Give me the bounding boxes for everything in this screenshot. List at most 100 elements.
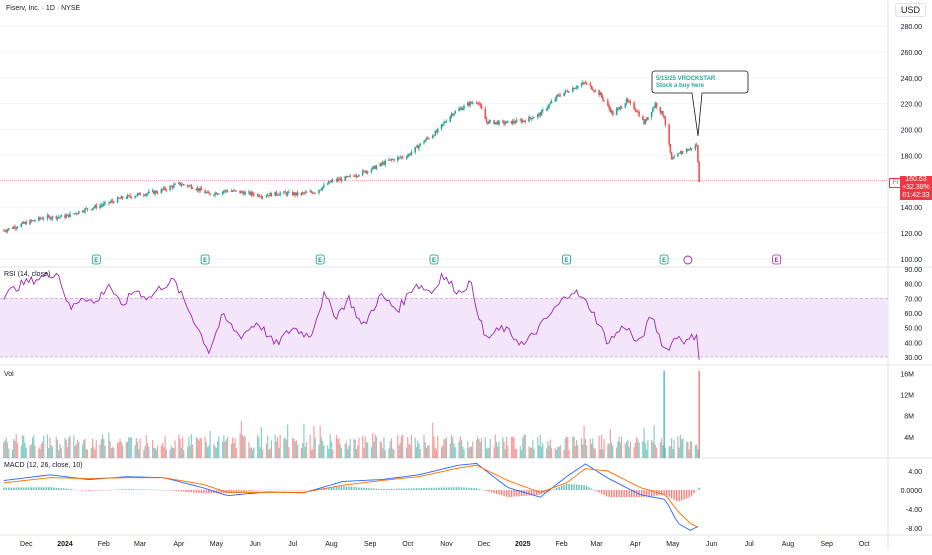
macd-histogram-bar xyxy=(10,487,12,490)
macd-histogram-bar xyxy=(648,490,650,497)
candle xyxy=(533,117,535,119)
macd-histogram-bar xyxy=(15,487,17,490)
volume-bar xyxy=(121,445,124,458)
candle xyxy=(433,135,435,137)
candle xyxy=(663,115,665,118)
macd-histogram-bar xyxy=(623,490,625,498)
volume-bar xyxy=(43,435,45,458)
volume-bar xyxy=(407,437,409,458)
candle xyxy=(318,189,320,193)
volume-bar xyxy=(190,434,192,458)
volume-bar xyxy=(100,439,102,458)
volume-bar xyxy=(66,447,69,458)
volume-bar xyxy=(302,443,304,458)
candle xyxy=(85,208,88,210)
volume-bar xyxy=(479,442,481,458)
volume-bar xyxy=(86,449,89,458)
candle xyxy=(233,190,235,192)
volume-bar xyxy=(207,447,209,458)
volume-bar xyxy=(599,449,601,458)
candle xyxy=(574,88,577,90)
volume-bar xyxy=(242,434,244,458)
candle xyxy=(75,213,78,214)
currency-badge[interactable]: USD xyxy=(894,3,926,17)
candle xyxy=(95,205,98,209)
candle xyxy=(301,192,304,194)
candle xyxy=(600,92,603,97)
candle xyxy=(179,182,181,186)
candle xyxy=(425,138,428,140)
candle xyxy=(592,89,594,91)
candle xyxy=(391,159,394,161)
volume-bar xyxy=(608,443,610,458)
candle xyxy=(300,192,303,195)
volume-bar xyxy=(607,444,609,458)
time-axis-tick: Apr xyxy=(630,541,642,548)
volume-bar xyxy=(349,439,351,458)
candle xyxy=(558,94,560,96)
macd-histogram-bar xyxy=(380,489,383,490)
volume-bar xyxy=(38,447,40,458)
volume-bar xyxy=(423,435,425,458)
volume-bar xyxy=(65,439,67,458)
candle xyxy=(336,178,339,181)
volume-bar xyxy=(129,437,131,458)
volume-bar xyxy=(183,449,185,458)
volume-bar xyxy=(353,439,355,458)
macd-histogram-bar xyxy=(100,490,103,491)
volume-bar xyxy=(510,437,513,458)
volume-bar xyxy=(442,445,444,458)
candle xyxy=(680,151,683,154)
volume-bar xyxy=(537,437,539,458)
earnings-marker xyxy=(315,254,325,265)
candle xyxy=(461,108,464,110)
volume-bar xyxy=(163,447,165,458)
macd-histogram-bar xyxy=(598,490,600,493)
macd-histogram-bar xyxy=(3,487,5,490)
macd-histogram-bar xyxy=(398,488,400,490)
macd-histogram-bar xyxy=(45,487,47,490)
candle xyxy=(575,87,578,89)
candle xyxy=(47,215,50,217)
volume-bar xyxy=(21,435,24,458)
candle xyxy=(698,162,700,183)
candle xyxy=(146,193,149,194)
macd-histogram-bar xyxy=(403,488,405,490)
volume-bar xyxy=(225,439,227,458)
candle xyxy=(235,190,238,192)
candle xyxy=(286,192,289,195)
macd-histogram-bar xyxy=(370,488,373,490)
volume-bar xyxy=(156,445,159,458)
candle xyxy=(618,107,620,109)
macd-histogram-bar xyxy=(90,490,93,491)
candle xyxy=(160,189,163,194)
candle xyxy=(223,191,225,193)
candle xyxy=(143,195,145,196)
candle xyxy=(310,191,313,193)
candle xyxy=(190,185,193,189)
volume-bar xyxy=(329,434,331,458)
macd-histogram-bar xyxy=(240,490,243,492)
volume-axis-tick: 16M xyxy=(900,371,914,378)
candle xyxy=(542,110,544,111)
candle xyxy=(186,185,189,187)
candle xyxy=(451,113,454,116)
macd-histogram-bar xyxy=(338,486,340,490)
volume-bar xyxy=(192,444,194,458)
time-axis-tick: Nov xyxy=(440,541,453,548)
macd-histogram-bar xyxy=(578,484,580,490)
candle xyxy=(354,175,356,177)
macd-histogram-bar xyxy=(98,490,100,491)
time-axis-tick: Feb xyxy=(556,541,568,548)
candle xyxy=(436,128,439,133)
candle xyxy=(42,218,45,220)
volume-bar xyxy=(488,447,490,458)
macd-histogram-bar xyxy=(613,490,615,498)
macd-histogram-bar xyxy=(685,490,688,499)
macd-histogram-bar xyxy=(445,487,448,490)
volume-bar xyxy=(384,450,386,458)
macd-histogram-bar xyxy=(170,490,173,491)
volume-bar xyxy=(160,445,162,458)
macd-histogram-bar xyxy=(210,490,213,494)
